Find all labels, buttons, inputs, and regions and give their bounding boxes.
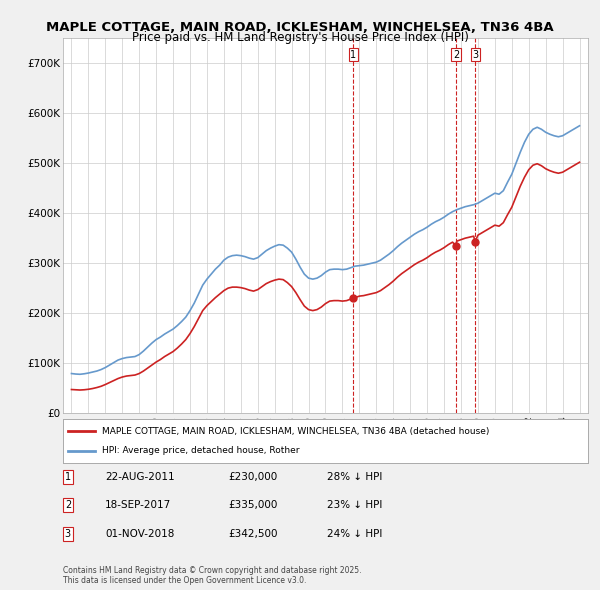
Text: 3: 3 — [65, 529, 71, 539]
Text: 18-SEP-2017: 18-SEP-2017 — [105, 500, 171, 510]
Text: 2: 2 — [65, 500, 71, 510]
Text: 01-NOV-2018: 01-NOV-2018 — [105, 529, 175, 539]
Text: Contains HM Land Registry data © Crown copyright and database right 2025.
This d: Contains HM Land Registry data © Crown c… — [63, 566, 361, 585]
Text: 1: 1 — [350, 50, 356, 60]
Text: £230,000: £230,000 — [228, 472, 277, 482]
Text: £335,000: £335,000 — [228, 500, 277, 510]
Text: 3: 3 — [472, 50, 478, 60]
Text: £342,500: £342,500 — [228, 529, 277, 539]
Text: Price paid vs. HM Land Registry's House Price Index (HPI): Price paid vs. HM Land Registry's House … — [131, 31, 469, 44]
Text: 24% ↓ HPI: 24% ↓ HPI — [327, 529, 382, 539]
Text: 1: 1 — [65, 472, 71, 482]
Text: 22-AUG-2011: 22-AUG-2011 — [105, 472, 175, 482]
Text: MAPLE COTTAGE, MAIN ROAD, ICKLESHAM, WINCHELSEA, TN36 4BA (detached house): MAPLE COTTAGE, MAIN ROAD, ICKLESHAM, WIN… — [103, 427, 490, 436]
Text: MAPLE COTTAGE, MAIN ROAD, ICKLESHAM, WINCHELSEA, TN36 4BA: MAPLE COTTAGE, MAIN ROAD, ICKLESHAM, WIN… — [46, 21, 554, 34]
Text: 28% ↓ HPI: 28% ↓ HPI — [327, 472, 382, 482]
Text: 2: 2 — [453, 50, 459, 60]
Text: HPI: Average price, detached house, Rother: HPI: Average price, detached house, Roth… — [103, 446, 300, 455]
Text: 23% ↓ HPI: 23% ↓ HPI — [327, 500, 382, 510]
